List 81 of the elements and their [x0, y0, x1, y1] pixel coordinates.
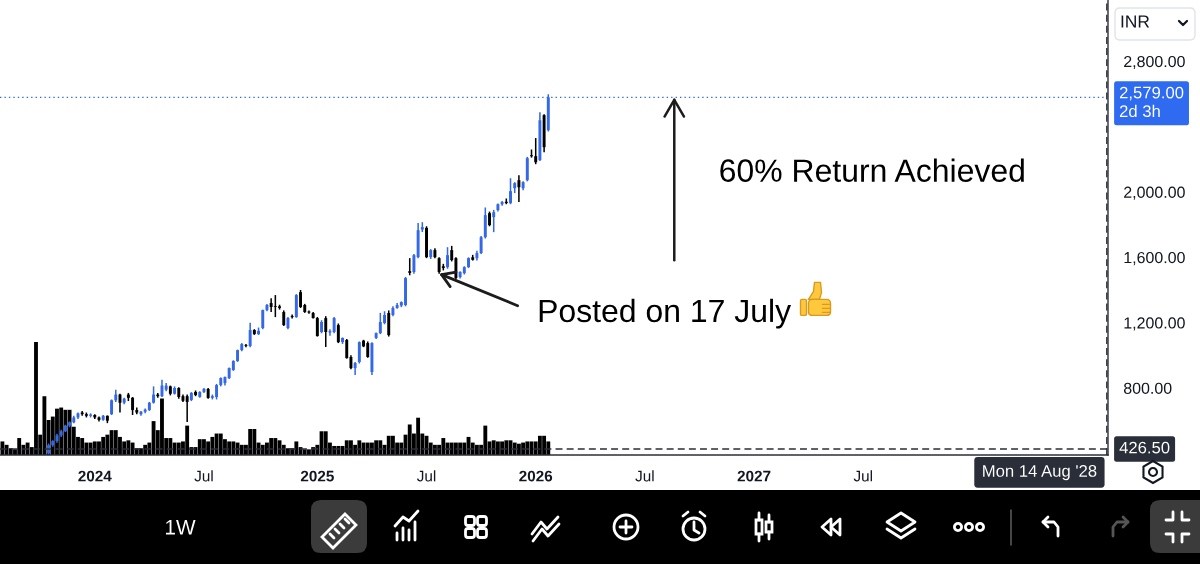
candlestick	[534, 137, 538, 165]
candlestick	[446, 246, 449, 270]
candlestick	[357, 340, 361, 365]
candlestick	[525, 156, 529, 183]
bar	[483, 425, 488, 455]
bar	[218, 433, 223, 455]
x-tick-label: Jul	[194, 470, 213, 482]
candlestick	[492, 209, 496, 233]
x-tick-label: 2024	[78, 470, 112, 482]
candlestick	[257, 326, 261, 336]
bar	[252, 429, 257, 455]
bar	[239, 444, 244, 455]
annotation: Posted on 17 July	[539, 298, 792, 329]
bar	[227, 441, 232, 455]
ref-line-label: 2,579.00 2d 3h	[1119, 86, 1184, 118]
candlestick	[488, 210, 491, 228]
candlestick	[299, 289, 303, 309]
y-tick-label: 1,200.00	[1124, 317, 1185, 331]
candlestick	[320, 319, 324, 335]
bar	[231, 441, 236, 455]
bar	[542, 435, 547, 455]
x-tick-label: 2025	[300, 470, 334, 482]
candlestick	[248, 321, 252, 348]
candlestick	[404, 276, 407, 308]
bar	[307, 449, 311, 455]
bar	[42, 396, 47, 455]
ref-line-label: Mon 14 Aug '28	[983, 465, 1097, 481]
bar	[248, 429, 253, 455]
bar	[407, 424, 412, 455]
candlestick	[341, 336, 345, 345]
bar	[113, 430, 118, 455]
candlestick	[378, 312, 382, 335]
y-tick-label: 2,000.00	[1124, 186, 1185, 200]
candlestick	[273, 294, 277, 318]
bar	[105, 434, 110, 455]
x-tick-label: Jul	[417, 470, 436, 482]
candlestick	[425, 225, 428, 259]
bar	[441, 438, 446, 455]
bar	[185, 425, 190, 455]
candlestick	[294, 293, 298, 319]
bar	[17, 438, 22, 455]
bar	[495, 441, 500, 455]
bar	[273, 438, 278, 455]
bar	[374, 440, 379, 455]
candlestick	[290, 313, 294, 320]
candlestick	[185, 393, 189, 423]
bar	[294, 441, 299, 455]
candlestick	[278, 303, 282, 311]
y-tick-label: 1,600.00	[1124, 251, 1185, 266]
text: 1W	[165, 520, 196, 535]
x-tick-label: Jul	[853, 470, 872, 482]
candlestick	[517, 174, 521, 203]
candlestick	[269, 297, 273, 313]
x-tick-label: 2026	[519, 470, 553, 482]
bar	[34, 342, 38, 455]
candlestick	[412, 253, 416, 275]
y-tick-label: 2,800.00	[1124, 55, 1185, 70]
candlestick	[530, 148, 533, 159]
bar	[537, 435, 542, 455]
bar	[197, 439, 202, 455]
bar	[97, 441, 101, 455]
ref-line-label: 426.50	[1119, 441, 1170, 454]
bar	[151, 421, 156, 455]
y-axis-title: INR	[1121, 15, 1150, 28]
bar	[109, 430, 114, 455]
candlestick	[387, 309, 391, 338]
candlestick	[336, 322, 340, 344]
bar	[323, 431, 328, 455]
candlestick	[509, 177, 512, 205]
bar	[349, 440, 353, 455]
candlestick	[315, 316, 319, 338]
bar	[386, 435, 391, 455]
bar	[416, 417, 421, 455]
annotation: 60% Return Achieved	[720, 158, 1024, 182]
y-tick-label: 800.00	[1123, 382, 1172, 394]
candlestick	[483, 206, 487, 240]
x-tick-label: 2027	[737, 470, 771, 482]
bar	[206, 441, 211, 455]
candlestick	[324, 315, 328, 348]
x-tick-label: Jul	[635, 470, 654, 482]
candlestick	[467, 256, 470, 269]
